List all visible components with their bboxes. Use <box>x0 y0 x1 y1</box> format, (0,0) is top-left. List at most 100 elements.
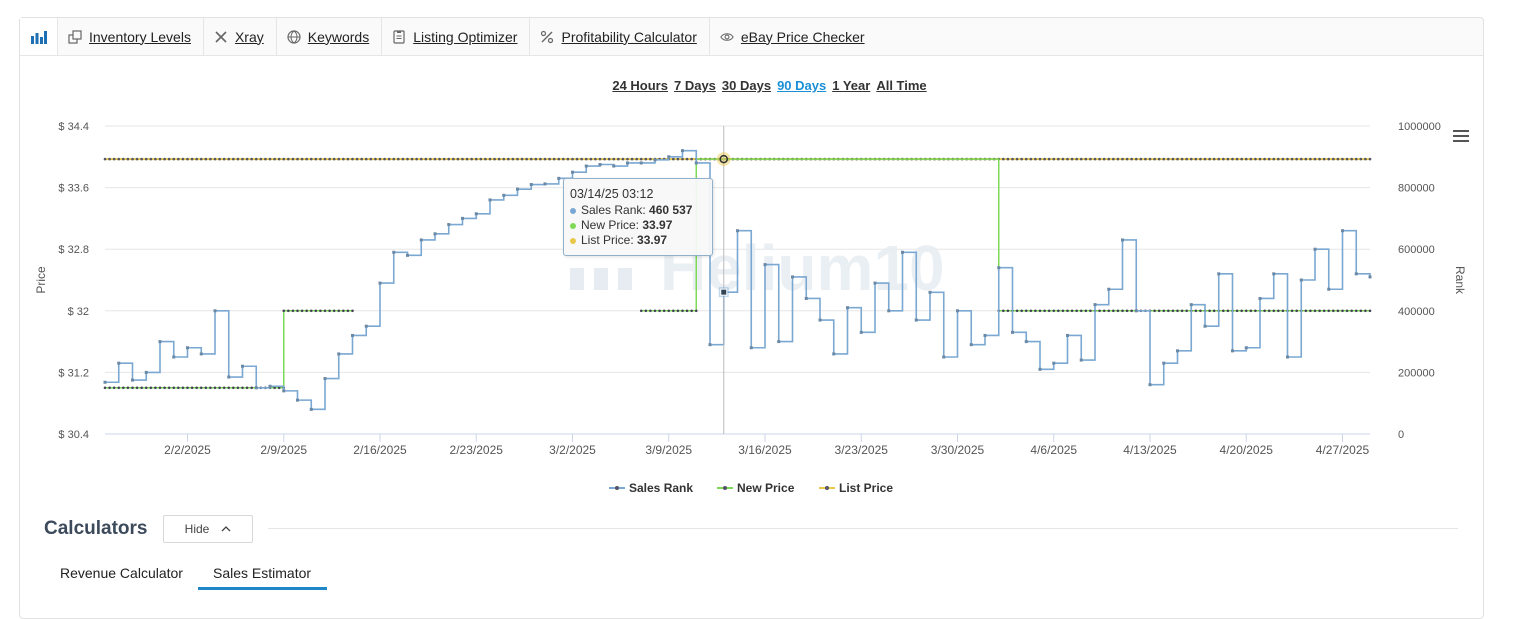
range-24-hours[interactable]: 24 Hours <box>612 78 668 93</box>
range-7-days[interactable]: 7 Days <box>673 78 716 93</box>
list-price-marker <box>154 157 157 161</box>
new-price-marker <box>1254 309 1257 313</box>
new-price-marker <box>1102 309 1106 313</box>
new-price-marker <box>1125 309 1129 313</box>
list-price-marker <box>346 157 350 161</box>
sales-rank-marker <box>103 380 107 384</box>
legend-marker <box>723 486 727 490</box>
hide-calculators-button[interactable]: Hide <box>163 515 253 543</box>
sales-rank-marker <box>1299 278 1303 282</box>
range-1-year[interactable]: 1 Year <box>832 78 871 93</box>
list-price-marker <box>429 157 432 161</box>
legend-item[interactable]: Sales Rank <box>609 481 693 495</box>
list-price-marker <box>167 157 171 161</box>
list-price-marker <box>300 157 304 161</box>
sales-rank-marker <box>694 161 698 165</box>
new-price-marker <box>1180 309 1184 313</box>
legend-item[interactable]: List Price <box>819 481 893 495</box>
list-price-marker <box>493 157 496 161</box>
list-price-marker <box>424 157 428 161</box>
price-axis-label: Price <box>34 266 48 294</box>
tool-label: Listing Optimizer <box>413 28 518 45</box>
new-price-marker <box>1345 309 1349 313</box>
list-price-marker <box>1208 157 1211 161</box>
list-price-marker <box>410 157 414 161</box>
tab-revenue-calculator[interactable]: Revenue Calculator <box>60 565 183 581</box>
tool-profitability-calculator[interactable]: Profitability Calculator <box>530 18 710 55</box>
sales-rank-marker <box>639 161 643 165</box>
price-rank-chart: Helium10 $ 34.4$ 33.6$ 32.8$ 32$ 31.2$ 3… <box>34 121 1467 495</box>
new-price-marker <box>1153 309 1156 313</box>
new-price-marker <box>199 386 203 390</box>
new-price-marker <box>1263 309 1266 313</box>
sales-rank-marker <box>983 333 987 337</box>
sales-rank-marker <box>1121 238 1124 242</box>
new-price-marker <box>1066 309 1069 313</box>
new-price-marker <box>1194 309 1198 313</box>
sales-rank-marker <box>1176 349 1179 353</box>
list-price-marker <box>639 157 643 161</box>
list-price-marker <box>378 157 382 161</box>
range-all-time[interactable]: All Time <box>876 78 927 93</box>
new-price-marker <box>190 386 194 390</box>
tooltip-value: 33.97 <box>642 218 673 232</box>
list-price-marker <box>1185 157 1188 161</box>
list-price-marker <box>1203 157 1207 161</box>
new-price-marker <box>314 309 318 313</box>
range-90-days[interactable]: 90 Days <box>777 78 827 93</box>
range-30-days[interactable]: 30 Days <box>721 78 772 93</box>
sales-rank-marker <box>708 343 712 347</box>
chart-menu-icon[interactable] <box>1453 130 1469 144</box>
new-price-marker <box>1075 309 1078 313</box>
list-price-marker <box>507 157 510 161</box>
sales-rank-marker <box>241 364 244 368</box>
list-price-marker <box>1139 157 1143 161</box>
sales-rank-marker <box>282 389 286 393</box>
tool-xray[interactable]: Xray <box>204 18 277 55</box>
sales-rank-marker <box>227 375 231 379</box>
sales-rank-marker <box>1286 355 1289 359</box>
tab-sales-estimator[interactable]: Sales Estimator <box>213 565 312 581</box>
list-price-marker <box>126 157 130 161</box>
list-price-marker <box>681 157 684 161</box>
tool-keywords[interactable]: Keywords <box>277 18 383 55</box>
new-price-marker <box>337 309 341 313</box>
list-price-marker <box>1084 157 1088 161</box>
new-price-marker <box>209 386 212 390</box>
sales-rank-marker <box>1093 303 1097 307</box>
new-price-marker <box>1084 309 1088 313</box>
list-price-marker <box>1240 157 1243 161</box>
list-price-marker <box>566 157 570 161</box>
list-price-marker <box>1364 157 1367 161</box>
list-price-marker <box>131 157 134 161</box>
new-price-marker <box>1061 309 1065 313</box>
sales-rank-marker <box>309 407 313 411</box>
new-price-marker <box>1295 309 1298 313</box>
tool-label: Keywords <box>307 28 370 45</box>
list-price-marker <box>355 157 359 161</box>
new-price-marker <box>1318 309 1321 313</box>
legend-item[interactable]: New Price <box>717 481 795 495</box>
tool-listing-optimizer[interactable]: Listing Optimizer <box>382 18 531 55</box>
document-icon <box>392 29 406 44</box>
chart-home-button[interactable] <box>20 18 58 55</box>
sales-rank-marker <box>419 238 423 242</box>
list-price-marker <box>387 157 391 161</box>
new-price-marker <box>1281 309 1285 313</box>
list-price-marker <box>672 157 675 161</box>
sales-rank-marker <box>529 183 533 187</box>
new-price-marker <box>222 386 226 390</box>
sales-rank-marker <box>1148 383 1152 387</box>
date-tick-label: 3/23/2025 <box>835 443 889 457</box>
new-price-marker <box>232 386 235 390</box>
tool-ebay-price-checker[interactable]: eBay Price Checker <box>710 18 877 55</box>
tool-inventory-levels[interactable]: Inventory Levels <box>58 18 204 55</box>
new-price-marker <box>1029 309 1033 313</box>
list-price-marker <box>1171 157 1175 161</box>
list-price-marker <box>1368 157 1372 161</box>
sales-rank-marker <box>488 198 492 202</box>
list-price-marker <box>1336 157 1340 161</box>
sales-rank-marker <box>1162 361 1166 365</box>
list-price-marker <box>397 157 400 161</box>
sales-rank-marker <box>612 164 616 168</box>
